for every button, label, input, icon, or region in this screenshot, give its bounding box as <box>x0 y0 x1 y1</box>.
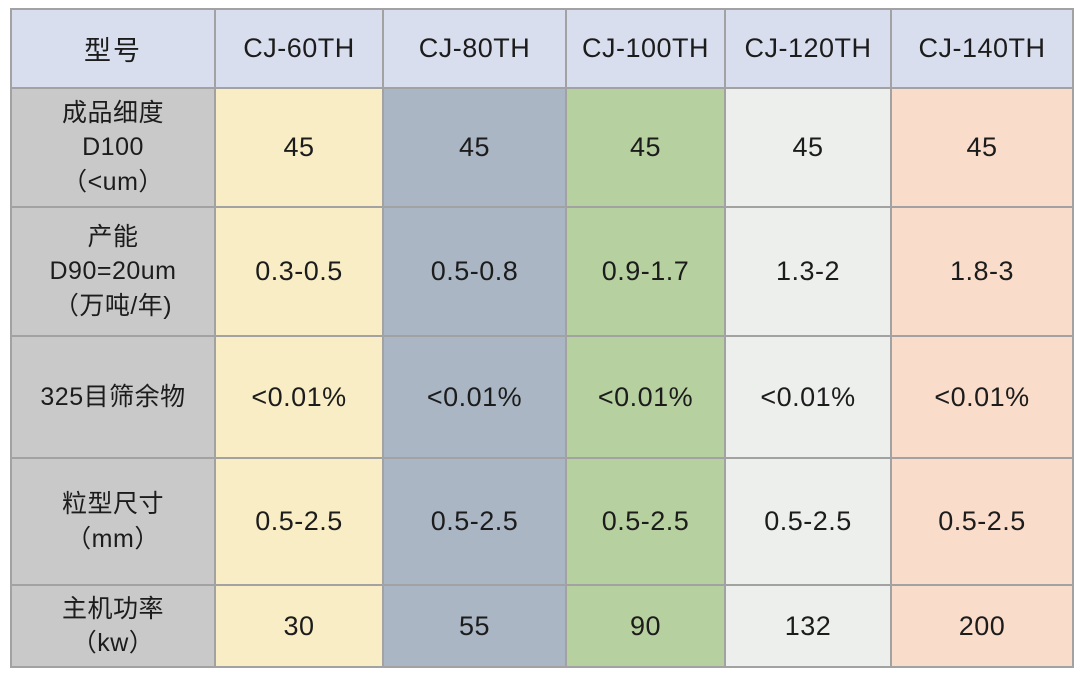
value-cell: <0.01% <box>890 335 1074 459</box>
value-cell: 55 <box>382 584 567 668</box>
value-cell: 0.9-1.7 <box>565 206 726 337</box>
value-cell: 30 <box>214 584 384 668</box>
value-cell: 0.5-0.8 <box>382 206 567 337</box>
row-label-grain-size: 粒型尺寸 （mm） <box>10 457 216 586</box>
row-capacity: 产能 D90=20um （万吨/年) 0.3-0.5 0.5-0.8 0.9-1… <box>10 206 1074 337</box>
value-cell: 45 <box>565 87 726 208</box>
value-cell: 132 <box>724 584 892 668</box>
value-cell: 45 <box>214 87 384 208</box>
spec-table: 型号 CJ-60TH CJ-80TH CJ-100TH CJ-120TH CJ-… <box>10 8 1074 668</box>
value-cell: <0.01% <box>565 335 726 459</box>
row-label-fineness: 成品细度 D100 （<um） <box>10 87 216 208</box>
value-cell: 90 <box>565 584 726 668</box>
value-cell: 200 <box>890 584 1074 668</box>
model-header-cj-120th: CJ-120TH <box>724 8 892 89</box>
value-cell: 0.5-2.5 <box>890 457 1074 586</box>
value-cell: <0.01% <box>724 335 892 459</box>
value-cell: 0.5-2.5 <box>565 457 726 586</box>
value-cell: <0.01% <box>382 335 567 459</box>
model-header-cj-60th: CJ-60TH <box>214 8 384 89</box>
row-sieve-residue: 325目筛余物 <0.01% <0.01% <0.01% <0.01% <0.0… <box>10 335 1074 459</box>
value-cell: 1.8-3 <box>890 206 1074 337</box>
model-header-cj-140th: CJ-140TH <box>890 8 1074 89</box>
value-cell: 0.5-2.5 <box>214 457 384 586</box>
value-cell: 45 <box>382 87 567 208</box>
model-header-cj-100th: CJ-100TH <box>565 8 726 89</box>
value-cell: 0.3-0.5 <box>214 206 384 337</box>
row-label-capacity: 产能 D90=20um （万吨/年) <box>10 206 216 337</box>
value-cell: 45 <box>724 87 892 208</box>
row-label-main-motor-power: 主机功率 （kw） <box>10 584 216 668</box>
value-cell: 1.3-2 <box>724 206 892 337</box>
row-main-motor-power: 主机功率 （kw） 30 55 90 132 200 <box>10 584 1074 668</box>
row-product-fineness: 成品细度 D100 （<um） 45 45 45 45 45 <box>10 87 1074 208</box>
value-cell: 45 <box>890 87 1074 208</box>
row-label-sieve-residue: 325目筛余物 <box>10 335 216 459</box>
model-column-header: 型号 <box>10 8 216 89</box>
row-grain-size: 粒型尺寸 （mm） 0.5-2.5 0.5-2.5 0.5-2.5 0.5-2.… <box>10 457 1074 586</box>
value-cell: 0.5-2.5 <box>724 457 892 586</box>
value-cell: <0.01% <box>214 335 384 459</box>
value-cell: 0.5-2.5 <box>382 457 567 586</box>
model-header-cj-80th: CJ-80TH <box>382 8 567 89</box>
header-row: 型号 CJ-60TH CJ-80TH CJ-100TH CJ-120TH CJ-… <box>10 8 1074 89</box>
